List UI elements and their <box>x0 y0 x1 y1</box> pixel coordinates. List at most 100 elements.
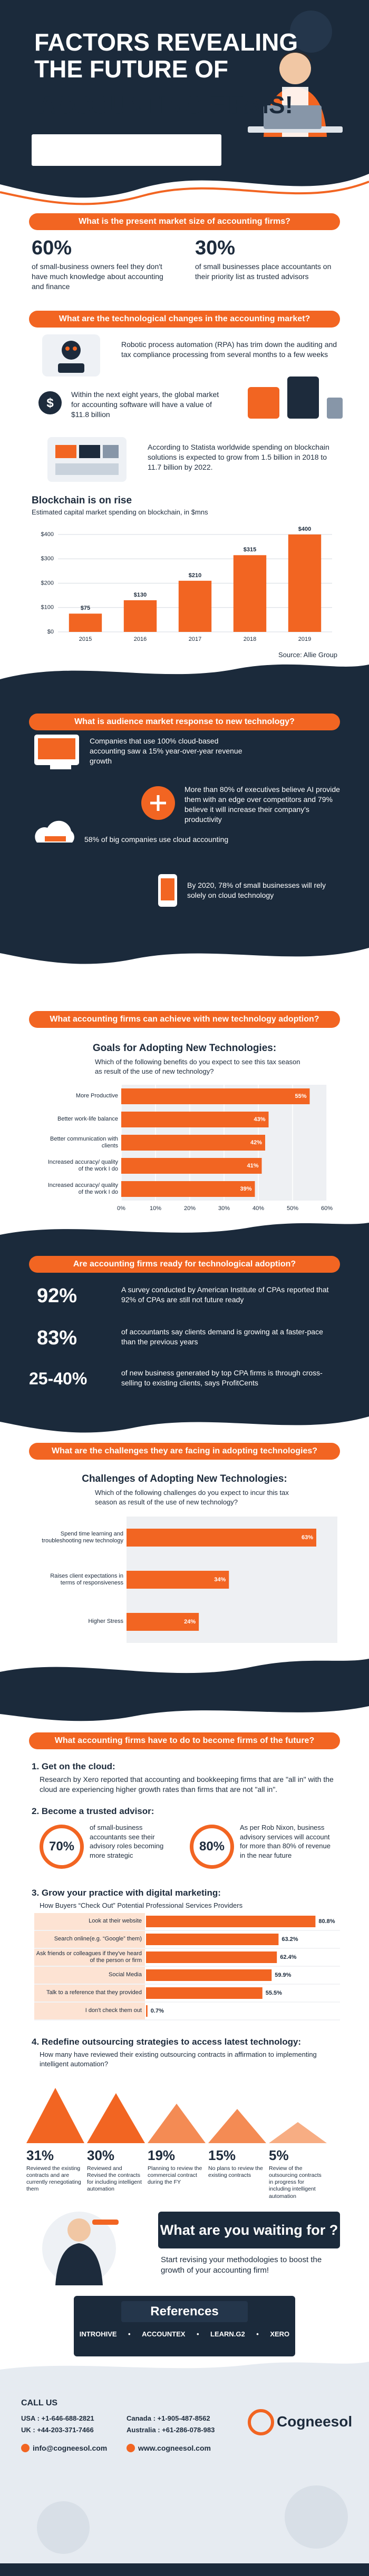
value-label: 63% <box>302 1534 313 1541</box>
chart-title: Goals for Adopting New Technologies: <box>92 1043 277 1054</box>
title-line: THE FUTURE OF <box>34 55 228 83</box>
chart-subtitle: Estimated capital market spending on blo… <box>32 508 208 516</box>
bar <box>121 1112 269 1127</box>
bar <box>121 1088 310 1104</box>
title-line: FACTORS REVEALING <box>34 28 298 56</box>
section-heading: What are the challenges they are facing … <box>29 1443 340 1460</box>
bar <box>69 613 102 632</box>
stat-text: of small-business owners feel they don't… <box>32 262 163 291</box>
label-cell <box>34 1931 145 1948</box>
section-heading: Are accounting firms ready for technolog… <box>29 1256 340 1273</box>
website[interactable]: www.cogneesol.com <box>138 2444 211 2452</box>
value-label: $130 <box>134 592 147 598</box>
category-label: Ask friends or colleagues if they've hea… <box>36 1950 142 1964</box>
bar <box>146 1951 277 1963</box>
stat-text: Reviewed the existing contracts and are … <box>26 2165 81 2193</box>
x-tick-label: 50% <box>287 1205 298 1212</box>
value-label: 80.8% <box>318 1918 335 1925</box>
chart: $0 $100 $200 $300 $400 $75 2015 $130 2016 $210 201… <box>32 519 337 650</box>
bar <box>288 534 322 632</box>
chart-svg: 80.8% 63.2% 62.4% 59.9% 55.5% 0.7% <box>34 1913 340 2020</box>
references-list: INTROHIVE • ACCOUNTEX • LEARN.G2 • XERO <box>74 2330 295 2338</box>
email[interactable]: info@cogneesol.com <box>33 2444 108 2452</box>
decor-rect <box>47 437 127 482</box>
chart: 80.8% 63.2% 62.4% 59.9% 55.5% 0.7% Look at the… <box>34 1913 340 2023</box>
fact-text: More than 80% of executives believe AI p… <box>184 785 340 824</box>
x-tick-label: 2018 <box>244 636 256 642</box>
value-label: $75 <box>81 605 90 611</box>
reference: LEARN.G2 <box>210 2330 245 2338</box>
stat-text: of accountants say clients demand is gro… <box>121 1327 323 1346</box>
decor-circle <box>21 2444 30 2452</box>
brand: Cogneesol <box>277 2413 353 2430</box>
bar <box>146 2005 148 2017</box>
x-tick-label: 30% <box>218 1205 230 1212</box>
decor-rect <box>264 105 322 129</box>
decor-rect <box>55 445 76 458</box>
decor-rect <box>121 2301 248 2322</box>
stat-ring: 80% <box>190 1825 234 1869</box>
phone: Canada : +1-905-487-8562 <box>127 2414 210 2422</box>
label-cell <box>34 1949 145 1966</box>
bar <box>233 555 267 632</box>
step-title: 3. Grow your practice with digital marke… <box>32 1888 221 1898</box>
decor-rect <box>0 2563 369 2576</box>
value-label: 55% <box>295 1093 306 1099</box>
category-label: Increased accuracy/ quality of the work … <box>47 1182 118 1195</box>
step-title: 1. Get on the cloud: <box>32 1761 115 1771</box>
category-label: Spend time learning and troubleshooting … <box>42 1530 123 1544</box>
decor-rect <box>55 463 119 475</box>
phone: UK : +44-203-371-7466 <box>21 2426 94 2434</box>
decor-rect <box>248 387 279 419</box>
category-label: Better work-life balance <box>57 1116 118 1123</box>
label-cell <box>34 1985 145 2002</box>
chart: 0% 10% 20% 30% 40% 50% 60% 55% 43% 42% 41% 39% More … <box>42 1085 337 1216</box>
chart-source: Source: Allie Group <box>278 651 337 659</box>
decor-circle <box>290 11 332 53</box>
decor-path <box>0 181 369 205</box>
decor-circle <box>37 2501 90 2554</box>
x-tick-label: 0% <box>117 1205 125 1212</box>
separator: • <box>196 2330 199 2338</box>
decor-rect <box>38 738 75 759</box>
chart-title: Challenges of Adopting New Technologies: <box>82 1473 287 1484</box>
step-text: Research by Xero reported that accountin… <box>40 1775 334 1794</box>
value-label: 24% <box>184 1619 196 1625</box>
category-label: Social Media <box>109 1971 142 1978</box>
value-label: 0.7% <box>151 2008 164 2014</box>
bar <box>121 1135 265 1151</box>
bar <box>178 580 212 632</box>
chart-title: Blockchain is on rise <box>32 495 132 506</box>
category-label: Increased accuracy/ quality of the work … <box>47 1158 118 1172</box>
stat-text: Review of the outsourcing contracts in p… <box>269 2165 322 2199</box>
bar <box>121 1181 255 1197</box>
value-label: 34% <box>214 1577 226 1583</box>
x-tick-label: 40% <box>253 1205 264 1212</box>
value-label: 62.4% <box>280 1954 296 1960</box>
decor-rect <box>103 445 119 458</box>
category-label: More Productive <box>75 1093 118 1099</box>
label-cell <box>34 1913 145 1930</box>
reference: INTROHIVE <box>79 2330 117 2338</box>
stat-value: 19% <box>148 2147 176 2163</box>
value-label: $315 <box>244 547 256 553</box>
decor-rect <box>287 377 319 419</box>
decor-circle <box>73 346 77 351</box>
cta-text: Start revising your methodologies to boo… <box>161 2255 322 2275</box>
decor-path <box>87 2093 145 2143</box>
fact-text: Within the next eight years, the global … <box>71 390 219 419</box>
stat-text: Reviewed and Revised the contracts for i… <box>87 2165 142 2193</box>
fact-text: Companies that use 100% cloud-based acco… <box>90 737 242 765</box>
bar <box>146 1969 272 1981</box>
bar <box>127 1571 229 1589</box>
stat-ring: 70% <box>40 1825 84 1869</box>
decor-circle <box>65 346 70 351</box>
value-label: 41% <box>247 1163 258 1169</box>
x-tick-label: 2016 <box>134 636 147 642</box>
stat-value: 25-40% <box>29 1369 88 1388</box>
category-label: I don't check them out <box>85 2007 142 2014</box>
chart-svg: $0 $100 $200 $300 $400 $75 2015 $130 2016 $210 201… <box>41 526 332 642</box>
decor-path <box>55 2243 103 2285</box>
stat-text: of small businesses place accountants on… <box>195 262 332 281</box>
bar <box>123 600 157 632</box>
